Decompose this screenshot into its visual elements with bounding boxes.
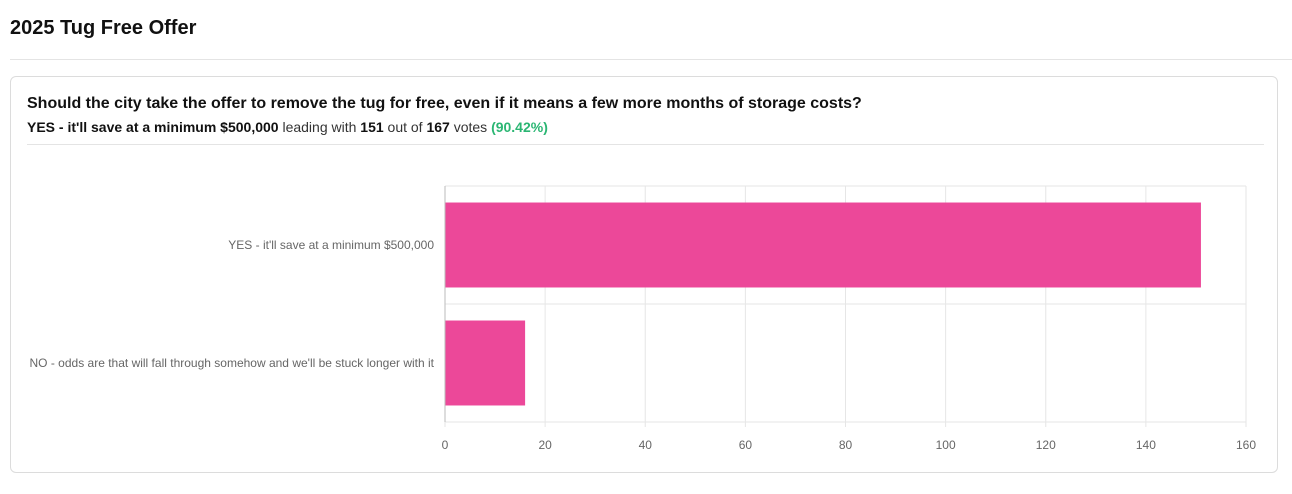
results-chart: 0 20 40 60 80 100 120 140 160 YES - it'll save at… xyxy=(30,185,1256,452)
title-divider xyxy=(10,59,1292,60)
total-votes: 167 xyxy=(426,119,450,135)
x-tick-label: 40 xyxy=(639,438,653,452)
poll-card: Should the city take the offer to remove… xyxy=(10,76,1278,473)
card-divider xyxy=(27,144,1264,145)
x-tick-label: 100 xyxy=(936,438,956,452)
x-tick-label: 80 xyxy=(839,438,853,452)
leader-percentage: (90.42%) xyxy=(491,119,548,135)
x-tick-label: 160 xyxy=(1236,438,1256,452)
leading-text: leading with xyxy=(282,119,357,135)
page-title: 2025 Tug Free Offer xyxy=(10,17,197,39)
bar xyxy=(445,320,526,406)
x-tick-label: 60 xyxy=(739,438,753,452)
poll-question: Should the city take the offer to remove… xyxy=(27,95,862,112)
x-tick-label: 0 xyxy=(442,438,449,452)
x-tick-label: 140 xyxy=(1136,438,1156,452)
y-category-label: NO - odds are that will fall through som… xyxy=(30,356,435,370)
poll-summary: YES - it'll save at a minimum $500,000 l… xyxy=(27,119,548,135)
votes-text: votes xyxy=(453,119,488,135)
y-category-label: YES - it'll save at a minimum $500,000 xyxy=(228,238,434,252)
bar xyxy=(445,202,1201,288)
x-tick-label: 20 xyxy=(538,438,552,452)
out-of-text: out of xyxy=(387,119,423,135)
x-tick-label: 120 xyxy=(1036,438,1056,452)
leader-votes: 151 xyxy=(360,119,384,135)
leader-option: YES - it'll save at a minimum $500,000 xyxy=(27,119,279,135)
